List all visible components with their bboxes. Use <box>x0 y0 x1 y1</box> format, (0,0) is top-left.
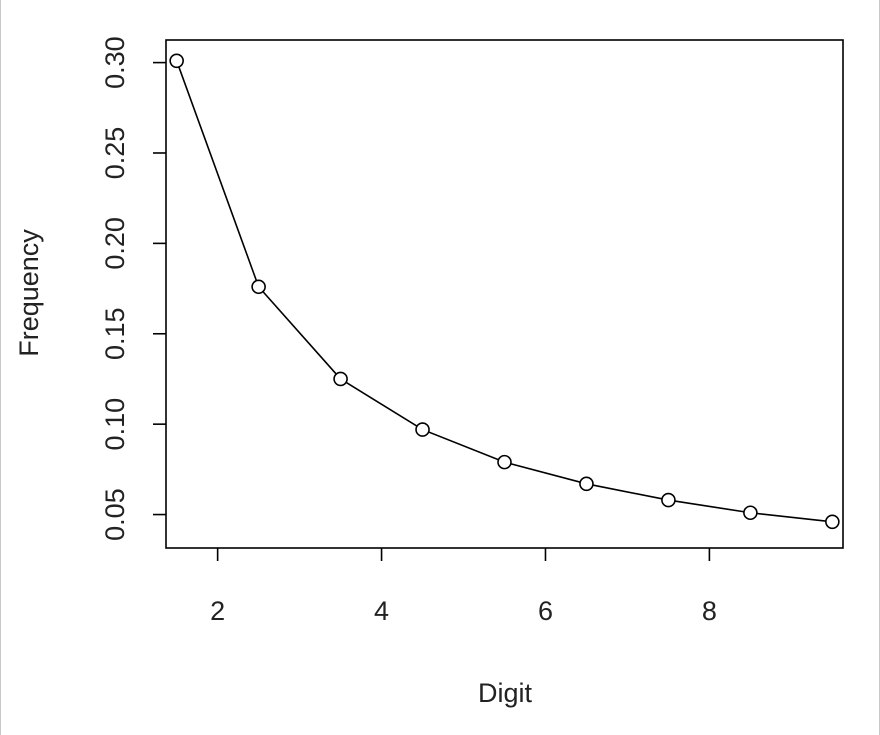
x-tick-label: 8 <box>702 596 717 626</box>
x-axis-title: Digit <box>478 678 533 708</box>
data-point <box>333 371 348 387</box>
plot-frame <box>165 39 844 549</box>
data-point <box>743 505 758 521</box>
data-point <box>497 454 512 470</box>
y-tick-label: 0.20 <box>100 217 130 270</box>
data-point <box>579 476 594 492</box>
x-tick-label: 2 <box>210 596 225 626</box>
window-left-edge <box>0 0 1 735</box>
data-point <box>825 514 840 530</box>
x-tick-label: 6 <box>538 596 553 626</box>
data-point <box>415 422 430 437</box>
y-axis-title: Frequency <box>14 229 44 357</box>
y-tick-label: 0.10 <box>100 398 130 451</box>
y-tick-label: 0.30 <box>100 36 130 89</box>
y-tick-label: 0.25 <box>100 127 130 180</box>
data-point <box>661 492 676 508</box>
x-tick-label: 4 <box>374 596 389 626</box>
data-point <box>169 53 184 69</box>
plot-area <box>169 53 840 530</box>
data-point <box>251 279 266 295</box>
axes: 2 4 6 8 0.05 0.10 0.15 0.20 0.25 0.30 <box>100 36 844 626</box>
y-tick-label: 0.05 <box>100 488 130 541</box>
y-tick-label: 0.15 <box>100 307 130 360</box>
series-line <box>175 60 833 523</box>
